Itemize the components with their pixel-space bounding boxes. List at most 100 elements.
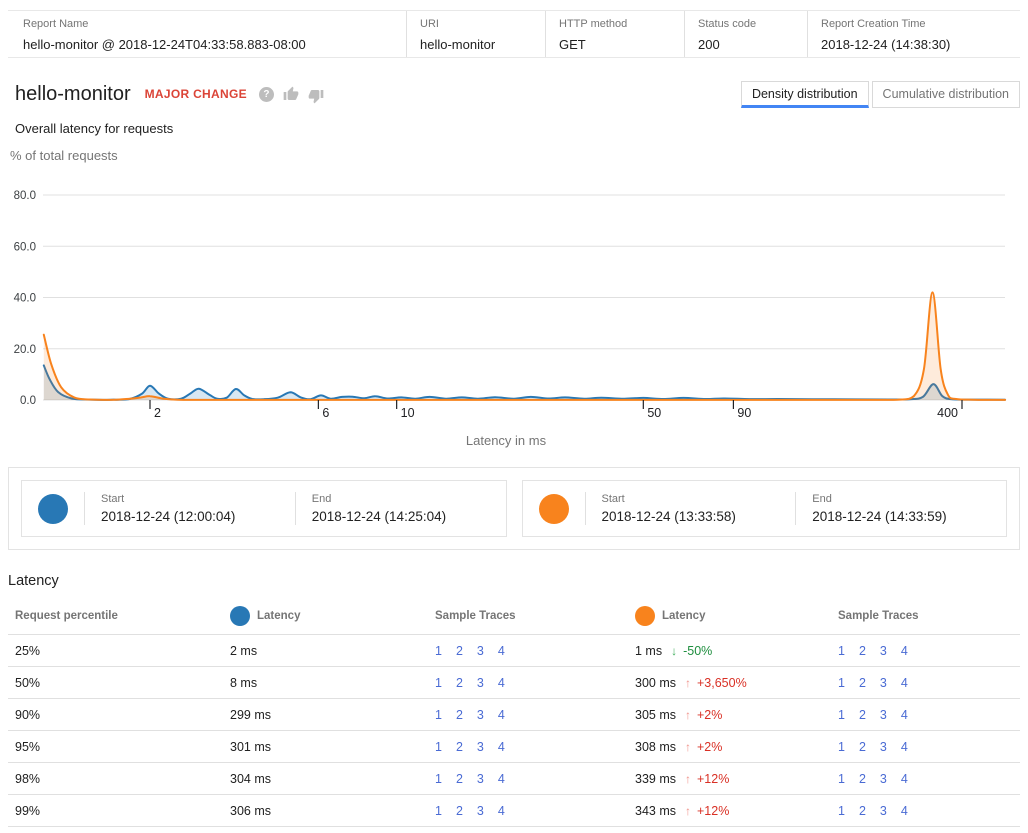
- thumb-down-icon[interactable]: [308, 88, 324, 104]
- sample-trace-link[interactable]: 2: [858, 707, 866, 722]
- sample-trace-link[interactable]: 4: [900, 739, 908, 754]
- sample-trace-link[interactable]: 4: [900, 707, 908, 722]
- title-row: hello-monitor MAJOR CHANGE ? Density dis…: [15, 80, 1020, 108]
- sample-trace-link[interactable]: 3: [476, 675, 484, 690]
- sample-trace-link[interactable]: 2: [455, 739, 463, 754]
- series-color-dot: [538, 493, 569, 524]
- sample-trace-link[interactable]: 4: [900, 771, 908, 786]
- compare-latency-cell: 305 ms ↑ +2%: [635, 708, 838, 722]
- sample-trace-link[interactable]: 3: [476, 643, 484, 658]
- sample-trace-link[interactable]: 1: [838, 643, 845, 658]
- tab-cumulative-distribution[interactable]: Cumulative distribution: [871, 80, 1020, 108]
- sample-trace-link[interactable]: 3: [476, 771, 484, 786]
- sample-trace-link[interactable]: 3: [879, 675, 887, 690]
- sample-trace-link[interactable]: 1: [838, 739, 845, 754]
- sample-trace-link[interactable]: 4: [900, 675, 908, 690]
- sample-trace-link[interactable]: 1: [435, 707, 442, 722]
- sample-trace-link[interactable]: 3: [476, 707, 484, 722]
- series-color-dot: [38, 493, 68, 524]
- thumb-up-icon[interactable]: [283, 86, 299, 102]
- sample-trace-link[interactable]: 2: [858, 739, 866, 754]
- sample-trace-link[interactable]: 3: [476, 739, 484, 754]
- sample-trace-link[interactable]: 1: [838, 771, 845, 786]
- percentile-cell: 25%: [15, 643, 41, 658]
- page-title: hello-monitor: [15, 82, 131, 105]
- sample-trace-link[interactable]: 2: [455, 771, 463, 786]
- summary-field: Report Name hello-monitor @ 2018-12-24T0…: [8, 11, 406, 57]
- sample-trace-link[interactable]: 4: [497, 771, 505, 786]
- sample-trace-link[interactable]: 3: [879, 643, 887, 658]
- summary-field: URI hello-monitor: [406, 11, 545, 57]
- sample-trace-link[interactable]: 1: [435, 803, 442, 818]
- legend-end-label: End: [311, 493, 332, 505]
- delta-percent: -50%: [683, 643, 713, 658]
- sample-trace-link[interactable]: 4: [497, 643, 505, 658]
- baseline-latency-cell: 299 ms: [230, 707, 271, 722]
- summary-field-label: Report Name: [23, 18, 89, 30]
- sample-trace-link[interactable]: 4: [497, 803, 505, 818]
- sample-trace-link[interactable]: 4: [497, 707, 505, 722]
- compare-latency-value: 300 ms: [635, 675, 676, 690]
- legend-start-label: Start: [101, 493, 125, 505]
- delta-percent: +12%: [697, 803, 730, 818]
- sample-trace-link[interactable]: 1: [838, 803, 845, 818]
- sample-trace-link[interactable]: 2: [455, 803, 463, 818]
- legend-end-value: 2018-12-24 (14:25:04): [311, 509, 447, 524]
- compare-latency-cell: 308 ms ↑ +2%: [635, 740, 838, 754]
- compare-latency-cell: 1 ms ↓ -50%: [635, 644, 838, 658]
- svg-text:10: 10: [401, 406, 415, 420]
- summary-field: HTTP method GET: [545, 11, 684, 57]
- sample-trace-link[interactable]: 3: [879, 771, 887, 786]
- sample-trace-link[interactable]: 4: [497, 739, 505, 754]
- svg-text:50: 50: [647, 406, 661, 420]
- compare-latency-value: 339 ms: [635, 771, 676, 786]
- summary-field-value: 200: [698, 37, 720, 52]
- sample-trace-link[interactable]: 1: [838, 707, 845, 722]
- sample-trace-link[interactable]: 2: [858, 771, 866, 786]
- sample-trace-link[interactable]: 1: [435, 675, 442, 690]
- summary-field-label: Report Creation Time: [821, 18, 926, 30]
- compare-latency-cell: 339 ms ↑ +12%: [635, 772, 838, 786]
- col-request-percentile: Request percentile: [15, 610, 118, 622]
- sample-trace-link[interactable]: 2: [858, 675, 866, 690]
- sample-trace-link[interactable]: 2: [455, 707, 463, 722]
- series-comparison: [42, 291, 1007, 401]
- sample-trace-link[interactable]: 1: [838, 675, 845, 690]
- summary-field: Report Creation Time 2018-12-24 (14:38:3…: [807, 11, 1020, 57]
- sample-trace-link[interactable]: 4: [900, 803, 908, 818]
- percentile-cell: 50%: [15, 675, 41, 690]
- sample-trace-link[interactable]: 1: [435, 643, 442, 658]
- series-baseline: [42, 364, 1007, 401]
- tab-density-distribution[interactable]: Density distribution: [740, 80, 869, 108]
- x-axis-ticks: 2 6 10 50 90 400: [149, 400, 963, 420]
- sample-trace-link[interactable]: 3: [476, 803, 484, 818]
- percentile-cell: 99%: [15, 803, 41, 818]
- sample-trace-link[interactable]: 3: [879, 707, 887, 722]
- sample-trace-link[interactable]: 3: [879, 739, 887, 754]
- sample-trace-link[interactable]: 2: [455, 643, 463, 658]
- sample-trace-link[interactable]: 3: [879, 803, 887, 818]
- y-axis-title: % of total requests: [10, 148, 118, 163]
- sample-trace-link[interactable]: 2: [858, 643, 866, 658]
- baseline-latency-cell: 304 ms: [230, 771, 271, 786]
- sample-trace-link[interactable]: 2: [858, 803, 866, 818]
- sample-trace-link[interactable]: 1: [435, 771, 442, 786]
- sample-trace-link[interactable]: 2: [455, 675, 463, 690]
- sample-trace-link[interactable]: 4: [497, 675, 505, 690]
- compare-latency-value: 305 ms: [635, 707, 676, 722]
- delta-arrow-icon: ↑: [685, 739, 691, 754]
- help-icon[interactable]: ?: [258, 86, 274, 102]
- sample-trace-link[interactable]: 4: [900, 643, 908, 658]
- compare-series-dot: [635, 606, 655, 626]
- legend-end-label: End: [812, 493, 832, 505]
- sample-trace-link[interactable]: 1: [435, 739, 442, 754]
- legend-card: Start 2018-12-24 (12:00:04) End 2018-12-…: [21, 480, 507, 537]
